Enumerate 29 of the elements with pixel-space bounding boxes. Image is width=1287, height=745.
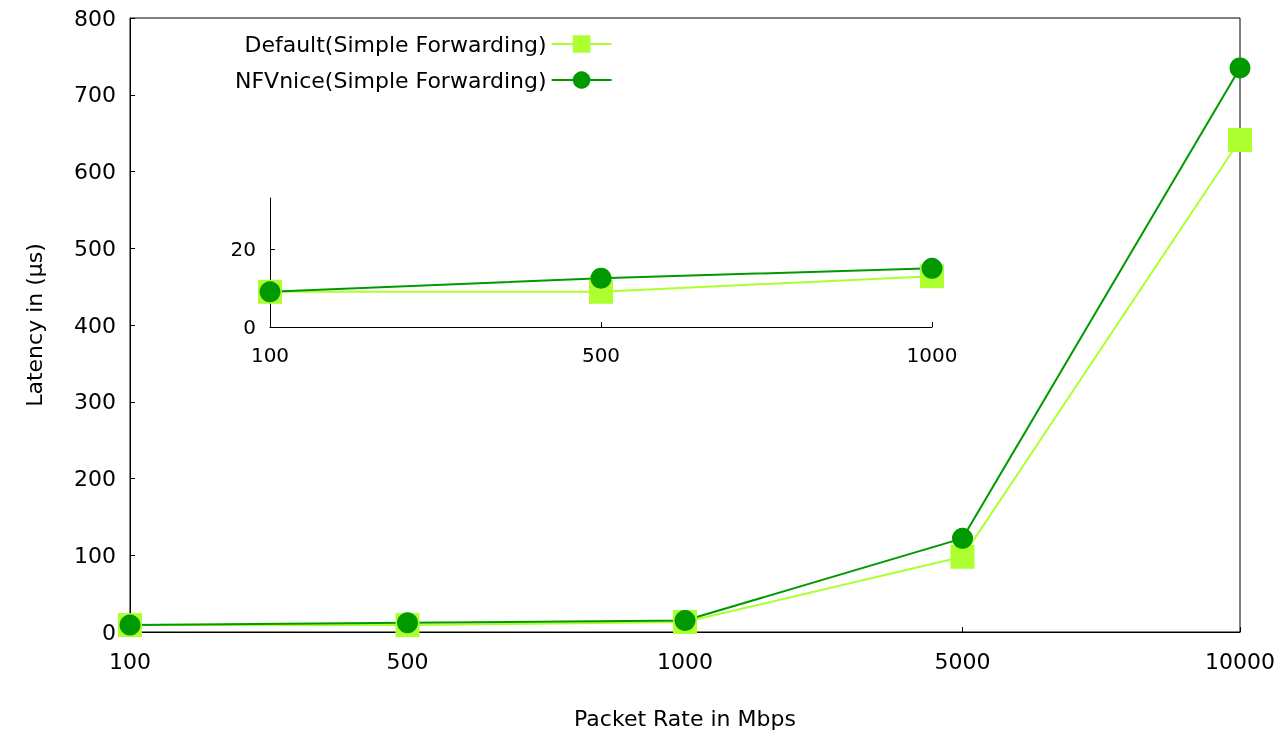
point	[950, 544, 975, 569]
legend-label: Default(Simple Forwarding)	[244, 31, 547, 57]
x-tick-label: 500	[386, 648, 429, 674]
x-tick-label: 1000	[657, 648, 713, 674]
y-tick-label: 200	[74, 466, 116, 491]
point	[1229, 57, 1251, 79]
legend-label: NFVnice(Simple Forwarding)	[235, 67, 547, 93]
y-tick-label: 20	[230, 236, 256, 261]
x-tick-label: 100	[109, 648, 151, 674]
y-tick-label: 600	[74, 159, 116, 184]
y-tick-label: 500	[74, 235, 116, 261]
x-tick-label: 500	[581, 343, 621, 367]
x-tick-label: 5000	[934, 648, 991, 674]
x-tick-label: 1000	[906, 343, 958, 367]
y-tick-label: 300	[74, 389, 116, 415]
y-axis-title: Latency in (μs)	[21, 243, 47, 407]
x-tick-label: 10000	[1205, 648, 1275, 674]
y-tick-label: 400	[74, 312, 116, 338]
point	[921, 257, 943, 279]
y-tick-label: 0	[243, 315, 256, 339]
y-tick-label: 0	[102, 619, 116, 645]
point	[952, 527, 973, 549]
x-axis-title: Packet Rate in Mbps	[574, 705, 796, 731]
x-tick-label: 100	[250, 343, 290, 367]
point	[590, 267, 612, 289]
y-tick-label: 800	[74, 5, 116, 31]
y-tick-label: 100	[74, 542, 116, 568]
point	[1228, 128, 1252, 153]
y-tick-label: 700	[74, 82, 116, 108]
